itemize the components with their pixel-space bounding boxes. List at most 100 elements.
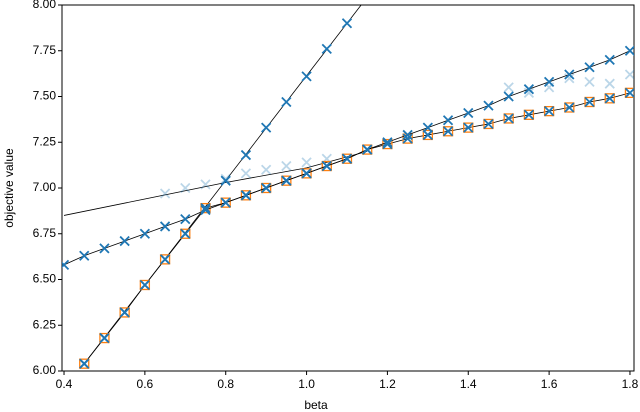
x-marker — [99, 332, 110, 344]
x-tick-label: 1.2 — [379, 377, 396, 391]
x-marker — [402, 129, 413, 141]
x-marker — [442, 126, 454, 137]
x-marker — [281, 160, 292, 172]
x-marker — [564, 69, 575, 80]
x-marker — [604, 54, 615, 66]
x-marker — [99, 243, 110, 254]
x-marker — [200, 179, 211, 190]
x-marker — [220, 175, 231, 186]
square-marker — [119, 307, 130, 318]
x-tick-label: 1.0 — [298, 377, 315, 391]
square-marker — [281, 175, 292, 186]
x-marker — [463, 107, 474, 119]
x-marker — [422, 129, 433, 141]
fit-line — [63, 151, 368, 216]
square-marker — [139, 279, 151, 291]
square-marker — [483, 118, 494, 130]
x-marker — [200, 202, 211, 214]
x-marker — [240, 149, 252, 161]
square-marker — [240, 190, 252, 201]
x-marker — [624, 69, 634, 80]
x-marker — [463, 122, 474, 133]
x-marker — [362, 144, 373, 155]
x-marker — [442, 115, 454, 126]
x-marker — [79, 250, 90, 261]
x-marker — [119, 235, 130, 247]
x-marker — [281, 175, 292, 186]
plot-area — [62, 5, 634, 369]
x-marker — [503, 82, 514, 93]
x-marker — [200, 204, 211, 216]
x-marker — [261, 182, 272, 194]
x-marker — [180, 213, 191, 225]
x-marker — [301, 157, 312, 168]
square-marker — [564, 102, 575, 113]
x-marker — [382, 137, 393, 148]
square-marker — [260, 182, 272, 194]
y-tick-label: 7.50 — [33, 89, 57, 103]
x-marker — [240, 168, 252, 179]
x-marker — [341, 18, 353, 29]
y-tick-label: 6.50 — [33, 272, 57, 286]
x-marker — [503, 91, 514, 102]
x-marker — [159, 221, 171, 232]
x-axis-label: beta — [304, 398, 328, 412]
x-marker — [321, 160, 332, 172]
x-tick-label: 0.6 — [137, 377, 154, 391]
x-marker — [159, 254, 171, 265]
x-marker — [584, 62, 595, 73]
square-marker — [341, 153, 353, 164]
square-marker — [362, 144, 373, 155]
square-marker — [584, 96, 595, 108]
x-marker — [624, 87, 634, 98]
x-marker — [523, 109, 535, 120]
x-marker — [180, 228, 191, 239]
square-marker — [523, 109, 535, 120]
square-marker — [180, 228, 191, 239]
x-marker — [220, 197, 231, 208]
y-axis-label: objective value — [2, 148, 16, 228]
square-marker — [463, 122, 474, 133]
y-tick-label: 7.75 — [33, 43, 57, 57]
square-marker — [543, 105, 555, 117]
y-tick-label: 6.00 — [33, 363, 57, 377]
x-marker — [564, 73, 575, 84]
x-tick-label: 1.8 — [622, 377, 639, 391]
x-tick-label: 1.4 — [460, 377, 477, 391]
x-marker — [159, 188, 171, 199]
x-marker — [543, 106, 555, 117]
square-marker — [99, 332, 110, 344]
x-marker — [604, 78, 615, 89]
x-marker — [240, 190, 252, 201]
x-marker — [382, 138, 393, 150]
y-tick-label: 8.00 — [33, 0, 57, 11]
x-marker — [422, 122, 433, 133]
x-marker — [543, 76, 555, 87]
x-marker — [503, 113, 514, 124]
x-marker — [483, 118, 494, 130]
x-marker — [79, 358, 90, 369]
square-marker — [503, 113, 514, 124]
x-tick-label: 0.4 — [56, 377, 73, 391]
square-marker — [624, 87, 634, 98]
x-marker — [261, 122, 272, 133]
x-marker — [604, 93, 615, 104]
y-tick-label: 7.25 — [33, 134, 57, 148]
x-marker — [139, 279, 151, 291]
x-marker — [523, 84, 535, 95]
x-marker — [139, 228, 151, 239]
x-marker — [62, 259, 70, 270]
plot-frame — [61, 4, 635, 372]
square-marker — [301, 168, 312, 179]
x-marker — [584, 76, 595, 87]
x-marker — [523, 87, 535, 98]
y-tick-label: 7.00 — [33, 180, 57, 194]
x-marker — [584, 96, 595, 108]
x-tick-label: 1.6 — [541, 377, 558, 391]
x-marker — [301, 168, 312, 179]
x-marker — [564, 102, 575, 113]
x-marker — [261, 164, 272, 175]
square-marker — [79, 358, 90, 369]
x-marker — [119, 307, 130, 318]
